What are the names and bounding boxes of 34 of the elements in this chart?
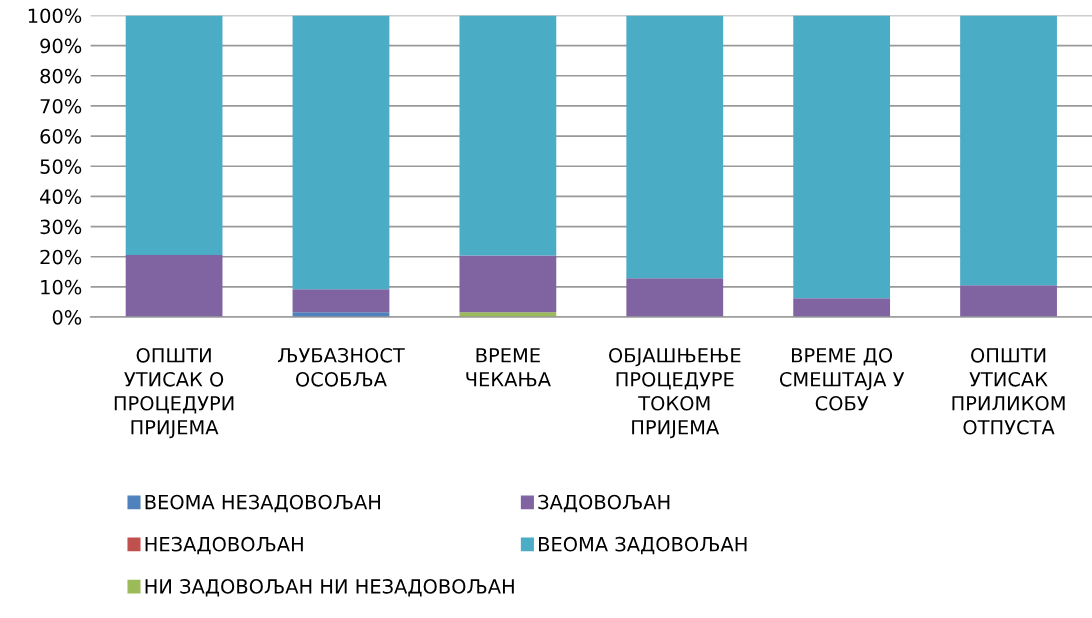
legend-label: ВЕОМА ЗАДОВОЉАН xyxy=(539,536,747,555)
y-tick-label: 80% xyxy=(40,68,82,84)
x-tick-label: ВРЕМЕ ЧЕКАЊА xyxy=(466,348,551,387)
legend-label: НЕЗАДОВОЉАН xyxy=(145,536,303,555)
x-tick-label: ЉУБАЗНОСТ ОСОБЉА xyxy=(277,347,405,387)
y-tick-label: 90% xyxy=(40,38,82,54)
y-tick-label: 70% xyxy=(40,98,82,114)
bar xyxy=(292,15,390,290)
bar xyxy=(459,15,557,256)
legend-label: ВЕОМА НЕЗАДОВОЉАН xyxy=(145,494,380,513)
legend-label: ЗАДОВОЉАН xyxy=(538,494,670,513)
bar xyxy=(960,15,1057,286)
y-tick-label: 10% xyxy=(41,279,82,295)
legend-label: НИ ЗАДОВОЉАН НИ НЕЗАДОВОЉАН xyxy=(145,579,514,597)
bar xyxy=(793,15,891,299)
y-tick-label: 30% xyxy=(40,219,82,235)
bar xyxy=(626,278,724,318)
y-tick-label: 100% xyxy=(28,8,82,24)
x-tick-label: ОПШТИ УТИСАК ПРИЛИКОМ ОТПУСТА xyxy=(952,347,1065,435)
y-tick-label: 20% xyxy=(40,249,82,265)
bar xyxy=(125,15,223,255)
y-tick-label: 50% xyxy=(40,159,82,174)
bar xyxy=(626,15,724,279)
x-tick-label: ОПШТИ УТИСАК О ПРОЦЕДУРИ ПРИЈЕМА xyxy=(114,347,234,439)
y-tick-label: 40% xyxy=(40,189,82,205)
bar xyxy=(459,255,557,313)
x-tick-label: ВРЕМЕ ДО СМЕШТАЈА У СОБУ xyxy=(779,347,905,411)
bar xyxy=(793,298,891,318)
bar xyxy=(292,289,390,313)
y-tick-label: 0% xyxy=(52,309,82,325)
bar xyxy=(960,285,1057,318)
y-tick-label: 60% xyxy=(40,129,82,144)
x-tick-label: ОБЈАШЊЕЊЕ ПРОЦЕДУРЕ ТОКОМ ПРИЈЕМА xyxy=(609,347,741,439)
bar xyxy=(125,254,223,318)
